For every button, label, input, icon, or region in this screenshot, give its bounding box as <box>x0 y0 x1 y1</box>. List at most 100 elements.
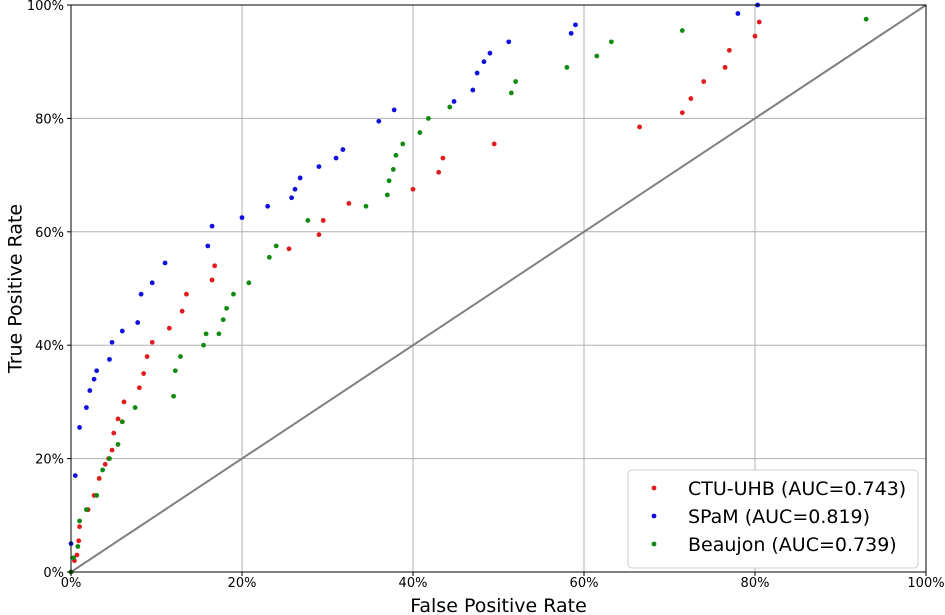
data-point <box>756 19 762 25</box>
data-point <box>209 277 215 283</box>
data-point <box>205 243 211 249</box>
data-point <box>340 147 346 152</box>
data-point <box>386 178 392 184</box>
data-point <box>376 118 382 124</box>
axis-ticks: 0% 20% 40% 60% 80% 100% 0% 20% 40% 60% 80% 100% <box>27 0 945 591</box>
data-point <box>94 493 100 498</box>
data-point <box>171 393 177 399</box>
data-point <box>137 385 142 391</box>
data-point <box>391 107 397 113</box>
data-point <box>209 223 215 229</box>
data-point <box>83 405 89 410</box>
data-point <box>410 186 416 192</box>
plot-frame <box>70 4 927 573</box>
data-point <box>141 371 147 376</box>
data-point <box>265 203 271 209</box>
data-point <box>239 215 245 221</box>
legend-box <box>627 469 919 569</box>
data-point <box>292 186 298 192</box>
data-point <box>863 16 869 22</box>
data-point <box>91 376 97 382</box>
data-point <box>491 141 497 147</box>
data-point <box>144 354 150 359</box>
data-point <box>109 447 115 453</box>
data-point <box>451 98 457 104</box>
data-point <box>96 476 102 481</box>
data-point <box>436 169 442 175</box>
data-point <box>316 232 322 238</box>
data-point <box>87 388 93 393</box>
x-tick-label: 20% <box>228 576 257 591</box>
data-point <box>305 218 311 223</box>
data-point <box>320 218 326 223</box>
data-point <box>100 467 106 473</box>
data-point <box>77 518 82 524</box>
data-point <box>637 124 642 130</box>
legend-marker <box>651 541 657 547</box>
data-point <box>109 339 115 345</box>
data-point <box>149 339 155 345</box>
data-point <box>77 425 82 430</box>
data-point <box>393 152 399 158</box>
legend-marker <box>651 485 657 491</box>
data-point <box>224 305 230 311</box>
data-point <box>72 473 78 479</box>
data-point <box>135 320 141 325</box>
data-point <box>679 110 685 116</box>
x-tick-label: 0% <box>61 576 82 591</box>
data-point <box>400 141 406 147</box>
legend-marker <box>651 513 657 519</box>
x-axis-title: False Positive Rate <box>410 595 587 615</box>
data-point <box>111 430 117 436</box>
data-point <box>440 155 446 161</box>
data-point <box>266 254 272 260</box>
y-tick-label: 20% <box>35 453 64 468</box>
data-point <box>121 399 127 405</box>
data-point <box>83 507 89 513</box>
x-tick-label: 80% <box>741 576 770 591</box>
data-point <box>172 368 178 374</box>
data-point <box>119 328 125 334</box>
data-point <box>286 246 292 252</box>
data-point <box>115 442 121 447</box>
data-point <box>346 201 352 206</box>
series-1 <box>68 2 760 547</box>
x-tick-label: 60% <box>570 576 599 591</box>
data-point <box>688 96 694 101</box>
data-point <box>316 164 322 169</box>
data-point <box>297 175 303 181</box>
series-2 <box>68 16 869 575</box>
data-point <box>166 325 172 331</box>
data-point <box>425 116 431 121</box>
data-point <box>138 291 144 297</box>
legend-entry: CTU-UHB (AUC=0.743) <box>688 478 906 500</box>
y-tick-label: 60% <box>35 226 64 241</box>
data-point <box>506 39 512 45</box>
data-point <box>184 291 189 297</box>
data-point <box>94 368 100 374</box>
data-point <box>481 59 487 65</box>
y-tick-label: 0% <box>43 566 64 581</box>
data-point <box>119 419 125 425</box>
data-point <box>363 203 369 209</box>
data-point <box>212 263 218 269</box>
data-point <box>508 90 514 96</box>
data-point <box>701 79 707 84</box>
data-point <box>594 53 600 59</box>
data-point <box>231 291 236 297</box>
data-point <box>220 317 226 323</box>
data-point <box>384 192 390 198</box>
data-point <box>107 456 112 461</box>
data-point <box>608 39 614 45</box>
data-point <box>289 195 294 201</box>
reference-diagonal-line <box>70 4 927 573</box>
data-point <box>474 70 480 76</box>
data-point <box>273 243 279 249</box>
data-point <box>722 64 728 70</box>
data-point <box>162 260 168 266</box>
legend-entry: SPaM (AUC=0.819) <box>688 506 870 528</box>
data-point <box>417 130 423 135</box>
y-tick-label: 40% <box>35 339 64 354</box>
data-point <box>726 47 732 53</box>
data-point <box>76 538 82 544</box>
